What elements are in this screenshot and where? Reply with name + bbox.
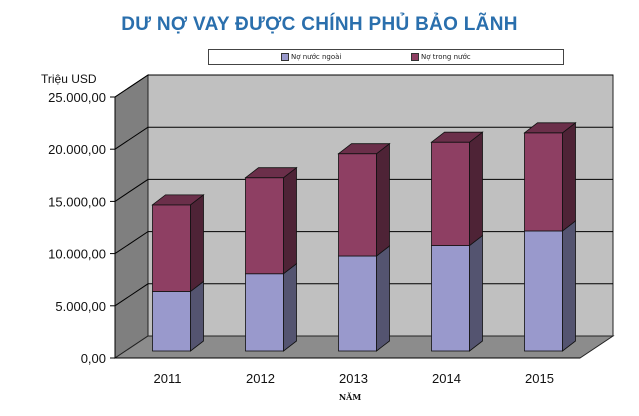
legend-label-domestic-debt: Nợ trong nước bbox=[421, 53, 471, 61]
x-tick-label-2012: 2012 bbox=[246, 371, 275, 386]
legend-label-foreign-debt: Nợ nước ngoài bbox=[291, 53, 342, 61]
legend-swatch-domestic-debt bbox=[411, 53, 419, 61]
x-tick-label-2015: 2015 bbox=[525, 371, 554, 386]
bar-domestic-debt-2015 bbox=[524, 132, 563, 232]
bar-foreign-debt-2014 bbox=[431, 245, 470, 352]
y-tick-label: 25.000,00 bbox=[48, 90, 106, 105]
bar-domestic-debt-2013 bbox=[338, 153, 377, 257]
legend-item-domestic-debt: Nợ trong nước bbox=[411, 52, 471, 62]
bar-side-domestic-debt-2015 bbox=[562, 121, 576, 232]
gridline bbox=[114, 74, 613, 98]
legend-item-foreign-debt: Nợ nước ngoài bbox=[281, 52, 341, 62]
x-tick-label-2011: 2011 bbox=[154, 371, 182, 386]
side-wall bbox=[114, 74, 149, 359]
bar-top-2013 bbox=[337, 143, 391, 155]
bar-side-foreign-debt-2011 bbox=[190, 280, 204, 352]
legend-swatch-foreign-debt bbox=[281, 53, 289, 61]
bar-side-domestic-debt-2012 bbox=[283, 166, 297, 275]
bar-side-domestic-debt-2014 bbox=[469, 131, 483, 247]
bar-side-domestic-debt-2011 bbox=[190, 194, 204, 293]
bar-top-2014 bbox=[430, 131, 484, 143]
bar-foreign-debt-2012 bbox=[245, 273, 284, 352]
bar-side-foreign-debt-2015 bbox=[562, 220, 576, 352]
y-tick-label: 10.000,00 bbox=[48, 247, 106, 262]
x-tick-label-2014: 2014 bbox=[432, 371, 461, 386]
y-tick-label: 5.000,00 bbox=[55, 299, 106, 314]
bar-side-foreign-debt-2014 bbox=[469, 234, 483, 352]
x-axis-label: NĂM bbox=[338, 392, 362, 402]
bar-side-foreign-debt-2012 bbox=[283, 262, 297, 352]
bar-top-2012 bbox=[244, 167, 298, 179]
bar-domestic-debt-2014 bbox=[431, 141, 470, 246]
bar-side-foreign-debt-2013 bbox=[376, 245, 390, 352]
legend: Nợ nước ngoài Nợ trong nước bbox=[208, 49, 564, 65]
chart-title: DƯ NỢ VAY ĐƯỢC CHÍNH PHỦ BẢO LÃNH bbox=[121, 14, 518, 35]
bar-domestic-debt-2012 bbox=[245, 177, 284, 275]
bar-foreign-debt-2013 bbox=[338, 255, 377, 352]
bar-domestic-debt-2011 bbox=[152, 204, 191, 292]
y-tick-label: 0,00 bbox=[81, 351, 106, 366]
y-axis-label: Triệu USD bbox=[41, 72, 97, 86]
bar-top-2011 bbox=[151, 194, 205, 206]
x-tick-label-2013: 2013 bbox=[339, 371, 368, 386]
bar-foreign-debt-2015 bbox=[524, 230, 563, 352]
bar-side-domestic-debt-2013 bbox=[376, 142, 390, 257]
bar-foreign-debt-2011 bbox=[152, 291, 191, 352]
gridline bbox=[114, 126, 613, 150]
bar-top-2015 bbox=[523, 122, 577, 134]
y-tick-label: 20.000,00 bbox=[48, 142, 106, 157]
y-tick-label: 15.000,00 bbox=[48, 194, 106, 209]
